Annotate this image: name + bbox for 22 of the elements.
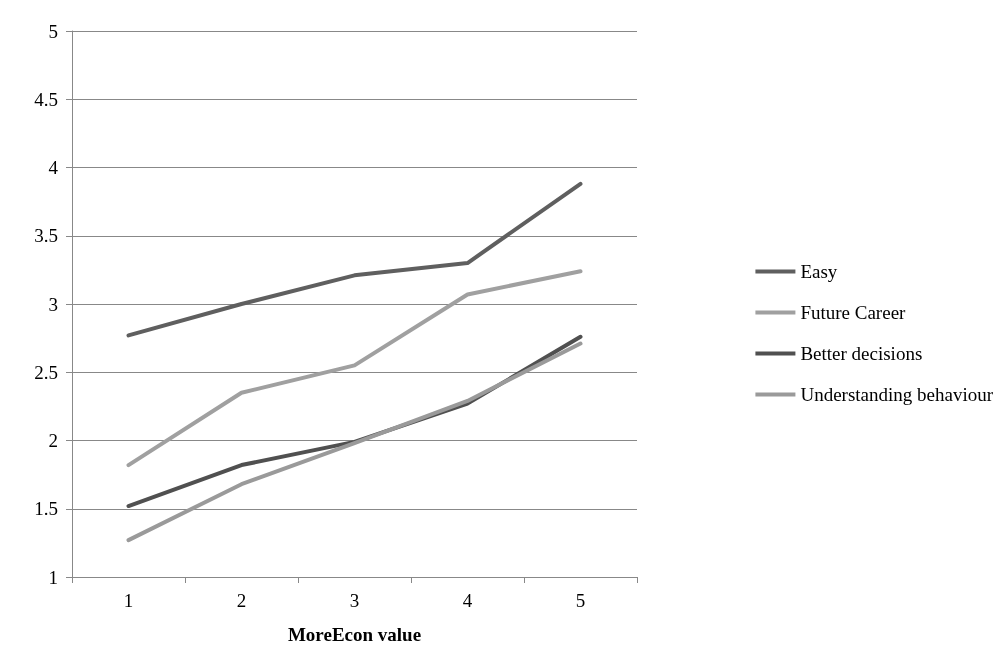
x-tick-label: 5	[575, 590, 586, 611]
y-tick-label: 1.5	[34, 498, 58, 520]
y-tick-label: 4	[48, 157, 59, 178]
y-tick-label: 3	[48, 293, 58, 315]
line-series	[126, 269, 583, 468]
x-tick-label: 3	[349, 590, 360, 611]
y-tick-label: 1	[48, 566, 58, 588]
legend-label: Future Career	[800, 302, 907, 323]
y-tick-label: 3.5	[34, 225, 58, 247]
y-tick-label: 4.5	[34, 88, 58, 110]
x-tick-label: 4	[462, 590, 473, 611]
x-tick-label: 2	[236, 590, 247, 611]
y-tick-label: 5	[48, 20, 58, 42]
y-tick-label: 2	[48, 430, 58, 451]
y-tick-label: 2.5	[34, 361, 58, 383]
legend-label: Understanding behaviour	[800, 384, 994, 405]
x-tick-label: 1	[123, 590, 134, 611]
line-series	[126, 181, 583, 338]
line-series	[126, 341, 583, 543]
legend-label: Better decisions	[800, 343, 923, 364]
legend-label: Easy	[800, 261, 838, 282]
x-axis-title: MoreEcon value	[287, 624, 422, 645]
